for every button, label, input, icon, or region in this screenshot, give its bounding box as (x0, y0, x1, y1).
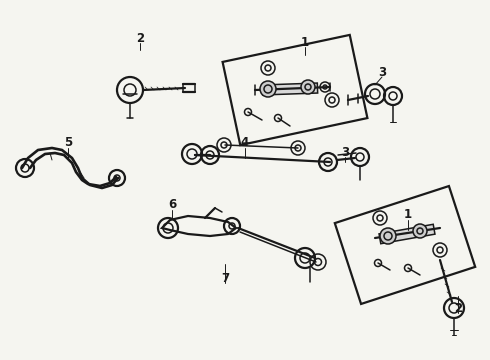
Text: 7: 7 (221, 271, 229, 284)
Polygon shape (379, 224, 435, 244)
Text: 4: 4 (241, 136, 249, 149)
Text: 3: 3 (341, 145, 349, 158)
Circle shape (380, 228, 396, 244)
Circle shape (413, 224, 427, 238)
Text: 2: 2 (136, 31, 144, 45)
Text: 3: 3 (378, 66, 386, 78)
Text: 1: 1 (404, 208, 412, 221)
Text: 6: 6 (168, 198, 176, 211)
Polygon shape (335, 186, 475, 304)
Text: 1: 1 (301, 36, 309, 49)
Ellipse shape (191, 221, 209, 231)
Polygon shape (162, 216, 236, 236)
Text: 2: 2 (454, 302, 462, 315)
Polygon shape (262, 83, 318, 95)
Polygon shape (222, 35, 368, 145)
Circle shape (301, 80, 315, 94)
Text: 5: 5 (64, 136, 72, 149)
Circle shape (260, 81, 276, 97)
